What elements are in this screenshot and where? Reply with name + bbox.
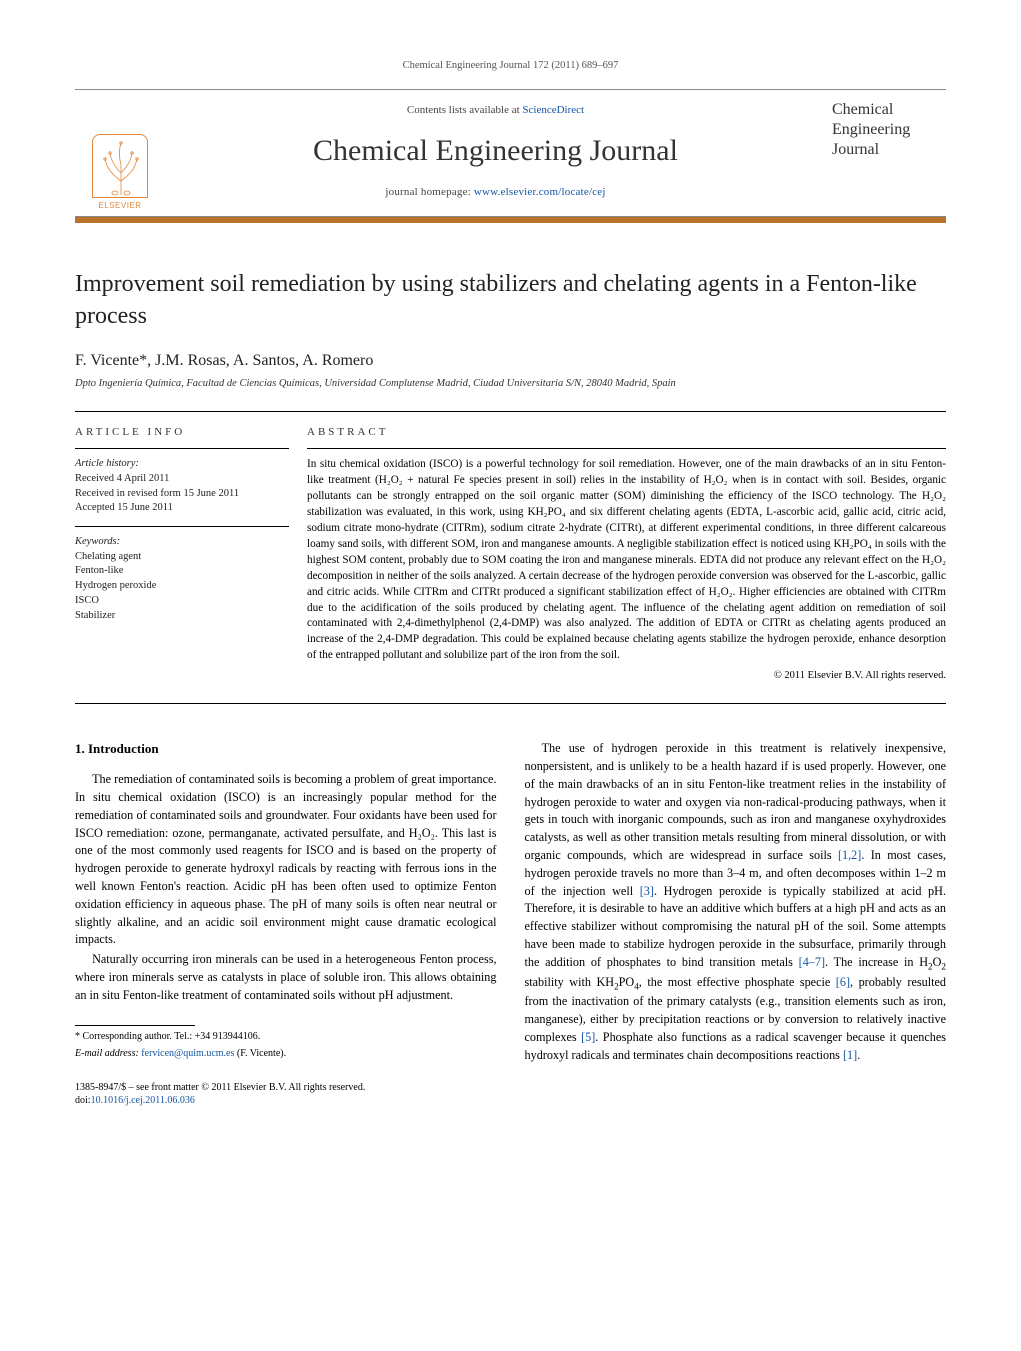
info-rule-2 (75, 526, 289, 527)
masthead-center: Contents lists available at ScienceDirec… (165, 90, 826, 216)
keywords-label: Keywords: (75, 535, 289, 550)
keyword-item: ISCO (75, 594, 289, 609)
journal-homepage-link[interactable]: www.elsevier.com/locate/cej (474, 186, 606, 198)
section-number: 1. (75, 741, 85, 756)
author-list: F. Vicente*, J.M. Rosas, A. Santos, A. R… (75, 352, 946, 370)
corresponding-author: * Corresponding author. Tel.: +34 913944… (75, 1030, 497, 1044)
history-revised: Received in revised form 15 June 2011 (75, 487, 289, 502)
homepage-prefix: journal homepage: (385, 186, 474, 198)
ref-link[interactable]: [6] (836, 975, 850, 989)
ref-link[interactable]: [1] (843, 1048, 857, 1062)
article-history: Article history: Received 4 April 2011 R… (75, 457, 289, 516)
article-info-heading: article info (75, 426, 289, 438)
elsevier-tree-icon (92, 134, 148, 198)
p3-run: The use of hydrogen peroxide in this tre… (525, 741, 947, 862)
rule-bottom (75, 703, 946, 704)
abstract-column: abstract In situ chemical oxidation (ISC… (307, 426, 946, 681)
front-matter-line: 1385-8947/$ – see front matter © 2011 El… (75, 1081, 946, 1095)
email-label: E-mail address: (75, 1048, 141, 1059)
affiliation: Dpto Ingeniería Química, Facultad de Cie… (75, 378, 946, 389)
abstract-rule (307, 448, 946, 449)
elsevier-logo: ELSEVIER (92, 134, 148, 210)
abstract-copyright: © 2011 Elsevier B.V. All rights reserved… (307, 670, 946, 681)
rule-top (75, 411, 946, 412)
history-accepted: Accepted 15 June 2011 (75, 501, 289, 516)
contents-available: Contents lists available at ScienceDirec… (407, 104, 584, 116)
section-heading: 1. Introduction (75, 740, 497, 759)
sciencedirect-link[interactable]: ScienceDirect (522, 104, 584, 116)
keyword-item: Hydrogen peroxide (75, 579, 289, 594)
p3-run: . (857, 1048, 860, 1062)
journal-homepage-line: journal homepage: www.elsevier.com/locat… (385, 186, 605, 198)
article-title: Improvement soil remediation by using st… (75, 269, 946, 332)
article-info-column: article info Article history: Received 4… (75, 426, 307, 681)
doi-prefix: doi: (75, 1095, 91, 1106)
keywords-block: Keywords: Chelating agent Fenton-like Hy… (75, 535, 289, 623)
keyword-item: Chelating agent (75, 550, 289, 565)
ref-link[interactable]: [5] (581, 1030, 595, 1044)
journal-title: Chemical Engineering Journal (313, 134, 678, 168)
abstract-text: In situ chemical oxidation (ISCO) is a p… (307, 457, 946, 664)
publisher-cell: ELSEVIER (75, 90, 165, 216)
doi-line: doi:10.1016/j.cej.2011.06.036 (75, 1094, 946, 1108)
page-root: Chemical Engineering Journal 172 (2011) … (0, 0, 1021, 1148)
keyword-item: Fenton-like (75, 564, 289, 579)
footnote-rule (75, 1025, 195, 1026)
ref-link[interactable]: [1,2] (838, 848, 861, 862)
info-abstract-row: article info Article history: Received 4… (75, 426, 946, 681)
email-link[interactable]: fervicen@quim.ucm.es (141, 1048, 234, 1059)
ref-link[interactable]: [4–7] (799, 955, 825, 969)
info-rule (75, 448, 289, 449)
contents-prefix: Contents lists available at (407, 104, 522, 116)
masthead: ELSEVIER Contents lists available at Sci… (75, 89, 946, 217)
cover-cell: Chemical Engineering Journal (826, 90, 946, 216)
history-label: Article history: (75, 457, 289, 472)
body-columns: 1. Introduction The remediation of conta… (75, 740, 946, 1065)
ref-link[interactable]: [3] (640, 884, 654, 898)
abstract-heading: abstract (307, 426, 946, 438)
footnote-block: * Corresponding author. Tel.: +34 913944… (75, 1025, 497, 1061)
running-head: Chemical Engineering Journal 172 (2011) … (75, 60, 946, 71)
keyword-item: Stabilizer (75, 609, 289, 624)
corresponding-email: E-mail address: fervicen@quim.ucm.es (F.… (75, 1047, 497, 1061)
accent-bar (75, 217, 946, 223)
email-suffix: (F. Vicente). (234, 1048, 286, 1059)
history-received: Received 4 April 2011 (75, 472, 289, 487)
journal-cover-thumb: Chemical Engineering Journal (832, 100, 940, 160)
footer: 1385-8947/$ – see front matter © 2011 El… (75, 1081, 946, 1108)
doi-link[interactable]: 10.1016/j.cej.2011.06.036 (91, 1095, 195, 1106)
section-title: Introduction (88, 741, 159, 756)
publisher-name: ELSEVIER (98, 201, 141, 210)
body-paragraph: The use of hydrogen peroxide in this tre… (525, 740, 947, 1065)
body-paragraph: Naturally occurring iron minerals can be… (75, 951, 497, 1004)
body-paragraph: The remediation of contaminated soils is… (75, 771, 497, 949)
